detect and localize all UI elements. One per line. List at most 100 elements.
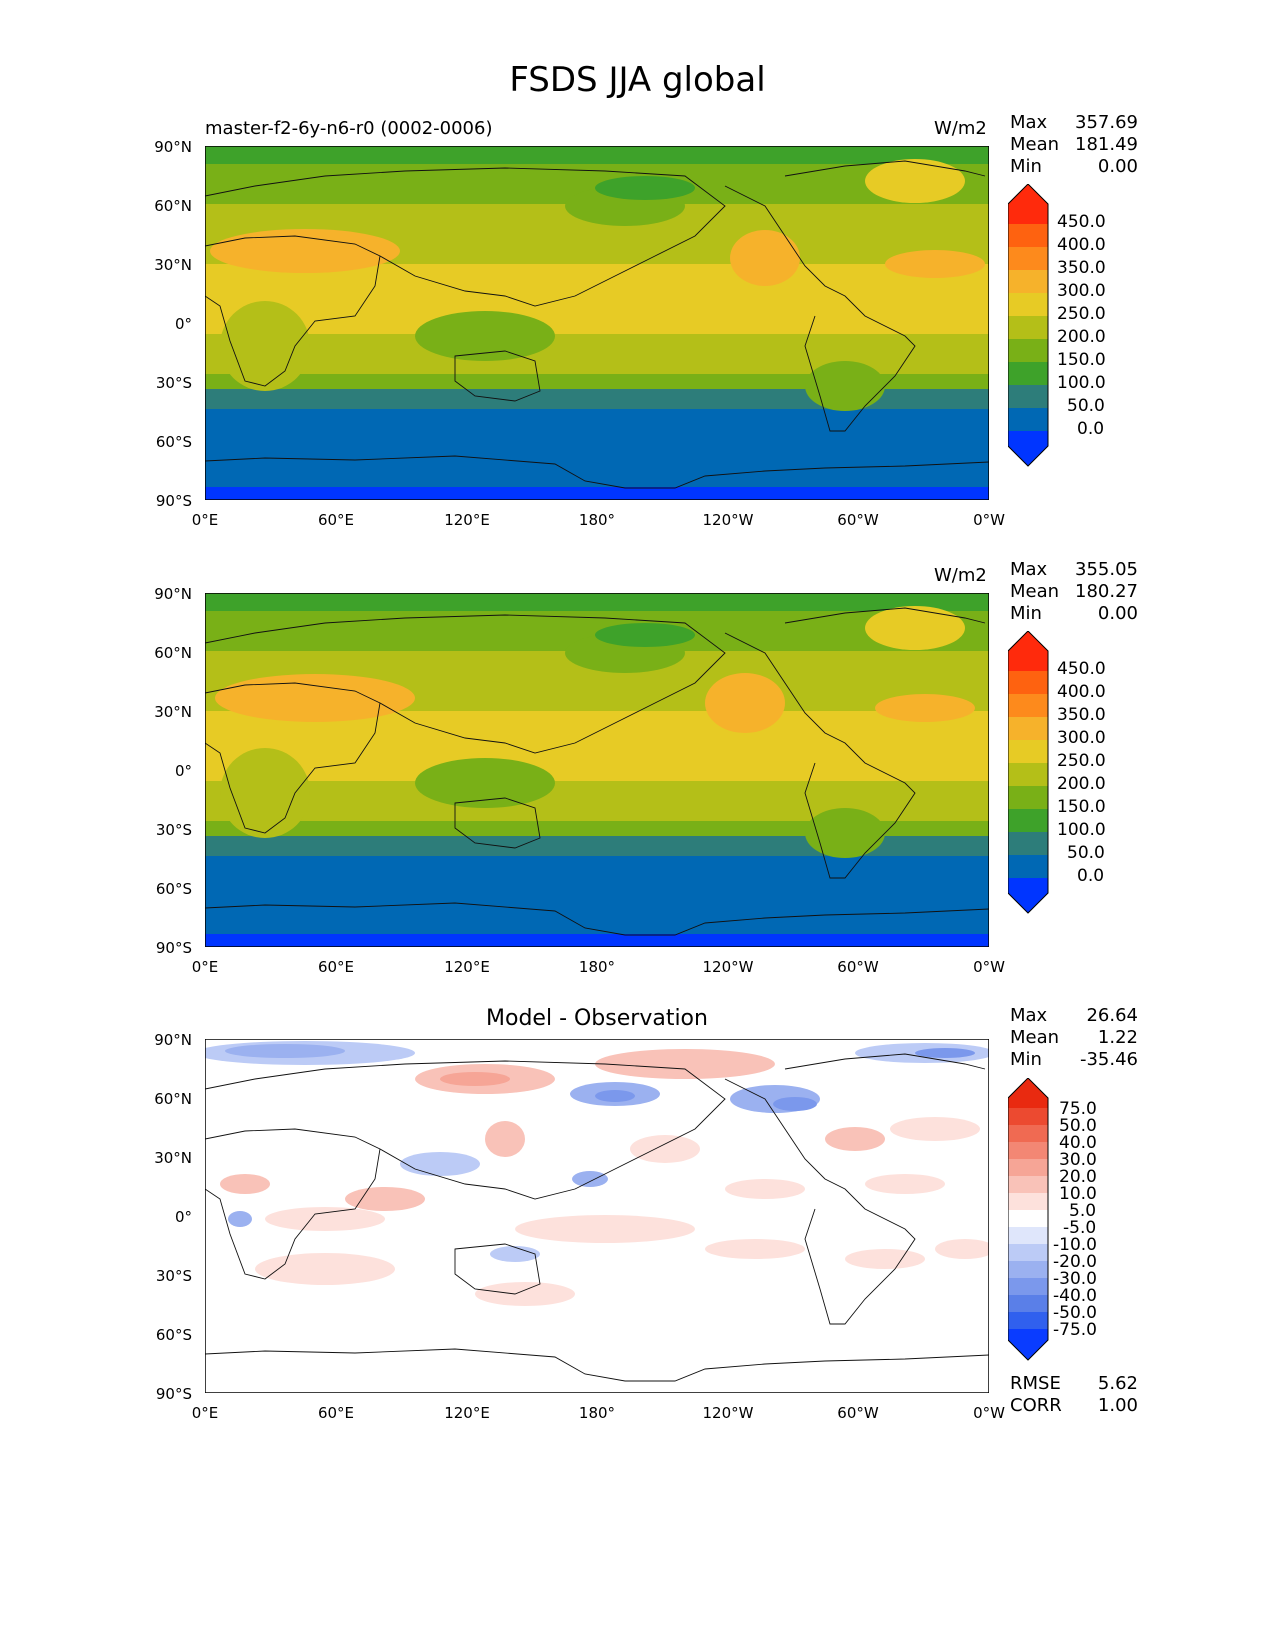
colorbar-tick: 350.0 [1057,705,1106,725]
stat-label: Mean [1010,1027,1060,1048]
stat-label: Min [1010,603,1042,624]
lat-tick: 60°S [155,1326,192,1344]
colorbar-tick: 200.0 [1057,774,1106,794]
colorbar-tick: -30.0 [1053,1269,1097,1289]
lon-tick: 60°W [837,511,879,529]
colorbar-tick: 400.0 [1057,682,1106,702]
colorbar-tick: 400.0 [1057,235,1106,255]
lat-tick: 90°N [154,1031,192,1049]
colorbar-tick: 450.0 [1057,212,1106,232]
colorbar-tick: 100.0 [1057,820,1106,840]
stat-value: 357.69 [1075,112,1138,133]
lon-tick: 60°E [317,958,355,976]
lat-tick: 30°S [155,1267,192,1285]
lat-tick: 60°S [155,433,192,451]
lon-tick: 60°W [837,958,879,976]
metric-label: CORR [1010,1395,1062,1416]
lon-tick: 0°W [973,511,1005,529]
colorbar-tick: 300.0 [1057,281,1106,301]
lat-tick: 60°N [154,644,192,662]
stat-value: 26.64 [1086,1005,1138,1026]
lat-tick: 30°N [154,703,192,721]
stat-label: Max [1010,1005,1048,1026]
lat-tick: 30°S [155,821,192,839]
lon-tick: 180° [578,1404,616,1422]
colorbar-tick: 10.0 [1059,1184,1097,1204]
colorbar-tick: 250.0 [1057,751,1106,771]
colorbar-tick: -10.0 [1053,1235,1097,1255]
panel-1-units: W/m2 [934,118,987,139]
lon-tick: 120°W [702,958,754,976]
metric-value: 1.00 [1097,1395,1138,1416]
stat-label: Min [1010,1049,1042,1070]
lon-tick: 60°E [317,1404,355,1422]
colorbar-tick: 30.0 [1059,1150,1097,1170]
colorbar-tick: 150.0 [1057,797,1106,817]
lon-tick: 180° [578,958,616,976]
stat-label: Mean [1010,134,1060,155]
stat-value: 181.49 [1075,134,1138,155]
lat-tick: 30°S [155,374,192,392]
colorbar-tick: 0.0 [1077,419,1105,439]
panel-2-units: W/m2 [934,565,987,586]
lat-tick: 90°S [155,939,192,957]
lat-tick: 60°N [154,197,192,215]
lat-tick: 90°S [155,492,192,510]
colorbar-tick: 350.0 [1057,258,1106,278]
lat-tick: 90°N [154,585,192,603]
lon-tick: 0°W [973,1404,1005,1422]
stat-value: 180.27 [1075,581,1138,602]
lat-tick: 0° [174,762,192,780]
colorbar-tick: -40.0 [1053,1286,1097,1306]
colorbar-tick: 50.0 [1067,843,1105,863]
stat-label: Max [1010,112,1048,133]
colorbar-tick: 100.0 [1057,373,1106,393]
lon-tick: 60°E [317,511,355,529]
colorbar-tick: 50.0 [1067,396,1105,416]
lon-tick: 0°E [191,511,219,529]
panel-1-subtitle: master-f2-6y-n6-r0 (0002-0006) [205,118,493,139]
colorbar-tick: 150.0 [1057,350,1106,370]
colorbar-tick: 5.0 [1069,1201,1097,1221]
lon-tick: 0°E [191,958,219,976]
colorbar-tick: 300.0 [1057,728,1106,748]
colorbar-tick: 250.0 [1057,304,1106,324]
panel-2-stats: Max 355.05 Mean 180.27 Min 0.00 [1010,559,1138,625]
panel-3-colorbar [1008,1078,1050,1362]
panel-1-stats: Max 357.69 Mean 181.49 Min 0.00 [1010,112,1138,178]
colorbar-tick: -20.0 [1053,1252,1097,1272]
panel-1-map [205,146,989,500]
lat-tick: 90°S [155,1385,192,1403]
lon-tick: 120°E [444,511,490,529]
stat-label: Max [1010,559,1048,580]
stat-value: -35.46 [1079,1049,1138,1070]
stat-value: 355.05 [1075,559,1138,580]
stat-label: Mean [1010,581,1060,602]
lat-tick: 60°N [154,1090,192,1108]
colorbar-tick: 0.0 [1077,866,1105,886]
lat-tick: 90°N [154,138,192,156]
colorbar-tick: -50.0 [1053,1303,1097,1323]
lon-tick: 120°E [444,1404,490,1422]
panel-1-colorbar [1008,184,1050,468]
lat-tick: 60°S [155,880,192,898]
colorbar-tick: -5.0 [1063,1218,1097,1238]
lat-tick: 0° [174,1208,192,1226]
colorbar-tick: 200.0 [1057,327,1106,347]
stat-value: 1.22 [1097,1027,1138,1048]
colorbar-tick: 450.0 [1057,659,1106,679]
stat-value: 0.00 [1097,603,1138,624]
panel-3-map [205,1039,989,1393]
lon-tick: 120°W [702,511,754,529]
lon-tick: 0°W [973,958,1005,976]
colorbar-tick: -75.0 [1053,1320,1097,1340]
panel-3-stats: Max 26.64 Mean 1.22 Min -35.46 [1010,1005,1138,1071]
lon-tick: 120°E [444,958,490,976]
panel-3-metrics: RMSE 5.62 CORR 1.00 [1010,1373,1138,1417]
lon-tick: 0°E [191,1404,219,1422]
lat-tick: 30°N [154,256,192,274]
colorbar-tick: 75.0 [1059,1099,1097,1119]
stat-label: Min [1010,156,1042,177]
panel-2-map [205,593,989,947]
panel-3-title: Model - Observation [486,1006,708,1031]
